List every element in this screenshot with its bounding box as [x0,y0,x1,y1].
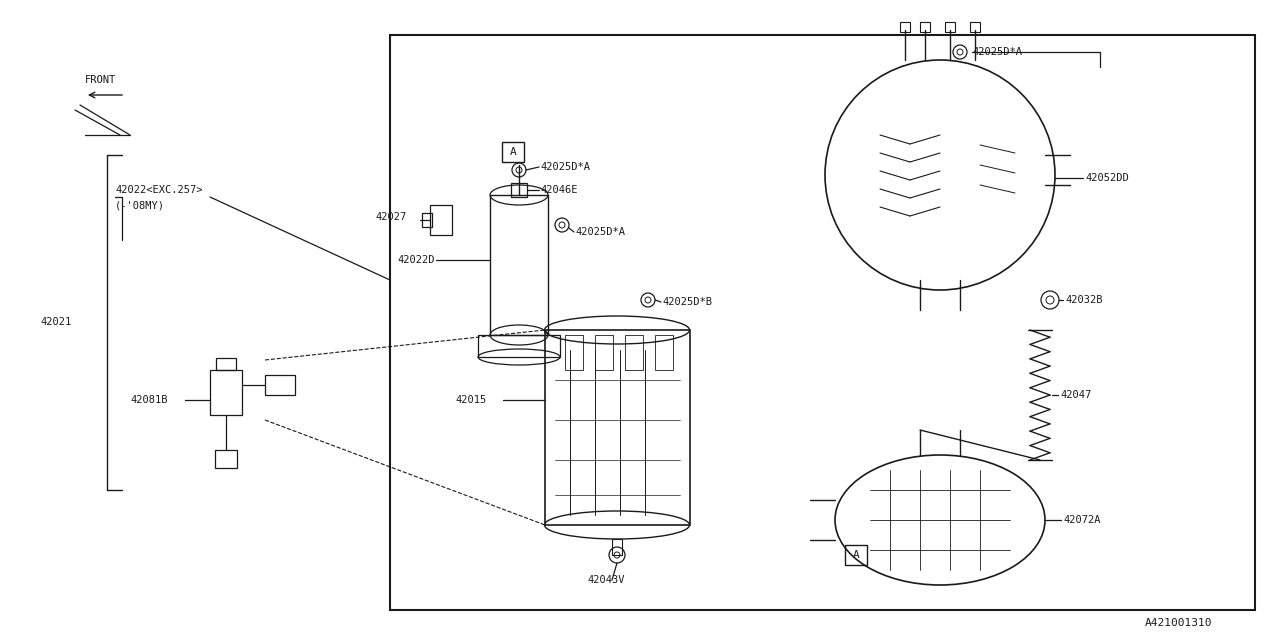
Bar [215,450,237,468]
Bar [216,358,236,370]
Text: 42015: 42015 [454,395,486,405]
Text: 42046E: 42046E [540,185,577,195]
Bar [511,183,527,197]
Bar [920,22,931,32]
Bar [845,545,867,565]
Text: 42072A: 42072A [1062,515,1101,525]
Bar [210,370,242,415]
Bar [970,22,980,32]
Text: 42025D*A: 42025D*A [540,162,590,172]
Text: 42021: 42021 [41,317,72,327]
Text: A421001310: A421001310 [1146,618,1212,628]
Bar [477,335,561,357]
Text: 42081B: 42081B [131,395,168,405]
Bar [900,22,910,32]
Text: 42052DD: 42052DD [1085,173,1129,183]
Text: 42032B: 42032B [1065,295,1102,305]
Bar [595,335,613,370]
Bar [655,335,673,370]
Text: 42027: 42027 [375,212,406,222]
Bar [390,35,1254,610]
Text: A: A [852,550,859,560]
Bar [545,330,690,525]
Text: A: A [509,147,516,157]
Bar [430,205,452,235]
Bar [612,539,622,555]
Bar [625,335,643,370]
Text: 42047: 42047 [1060,390,1092,400]
Text: FRONT: FRONT [84,75,115,85]
Bar [422,213,433,227]
Text: 42025D*B: 42025D*B [662,297,712,307]
Text: 42022D: 42022D [398,255,435,265]
Bar [502,142,524,162]
Text: 42022<EXC.257>: 42022<EXC.257> [115,185,202,195]
Text: 42043V: 42043V [588,575,625,585]
Text: 42025D*A: 42025D*A [972,47,1021,57]
Bar [564,335,582,370]
Bar [490,195,548,335]
Text: 42025D*A: 42025D*A [575,227,625,237]
Text: (-'08MY): (-'08MY) [115,200,165,210]
Bar [945,22,955,32]
Bar [265,375,294,395]
